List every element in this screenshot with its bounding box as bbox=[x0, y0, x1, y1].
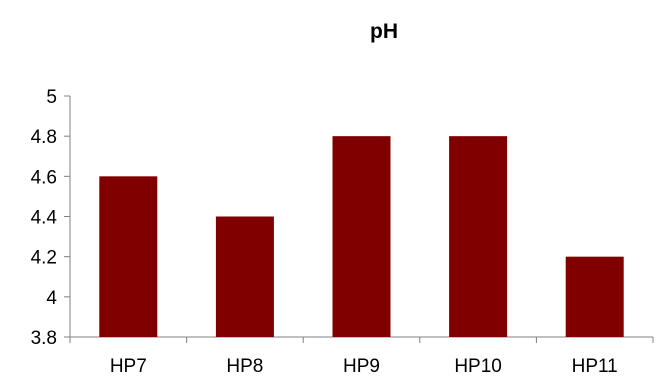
y-tick-label: 3.8 bbox=[31, 328, 57, 349]
y-axis: 3.8 4 4.2 4.4 4.6 4.8 5 bbox=[31, 87, 71, 349]
y-tick-label: 4.4 bbox=[31, 208, 58, 229]
x-tick-label: HP7 bbox=[110, 356, 147, 377]
y-tick-label: 5 bbox=[46, 87, 57, 108]
bar-hp10 bbox=[449, 136, 508, 337]
y-tick-label: 4.2 bbox=[31, 248, 57, 269]
x-tick-label: HP8 bbox=[226, 356, 263, 377]
bars bbox=[99, 136, 624, 337]
x-tick-label: HP11 bbox=[572, 356, 618, 377]
bar-hp8 bbox=[215, 216, 274, 337]
y-tick-label: 4.6 bbox=[31, 167, 57, 188]
bar-hp7 bbox=[99, 176, 158, 337]
x-axis: HP7 HP8 HP9 HP10 HP11 bbox=[69, 336, 654, 377]
chart-title: pH bbox=[370, 20, 398, 43]
x-tick-label: HP9 bbox=[343, 356, 380, 377]
bar-hp11 bbox=[565, 256, 624, 337]
y-tick-label: 4 bbox=[46, 288, 57, 309]
x-tick-label: HP10 bbox=[454, 356, 502, 377]
bar-hp9 bbox=[332, 136, 391, 337]
y-tick-label: 4.8 bbox=[31, 127, 57, 148]
